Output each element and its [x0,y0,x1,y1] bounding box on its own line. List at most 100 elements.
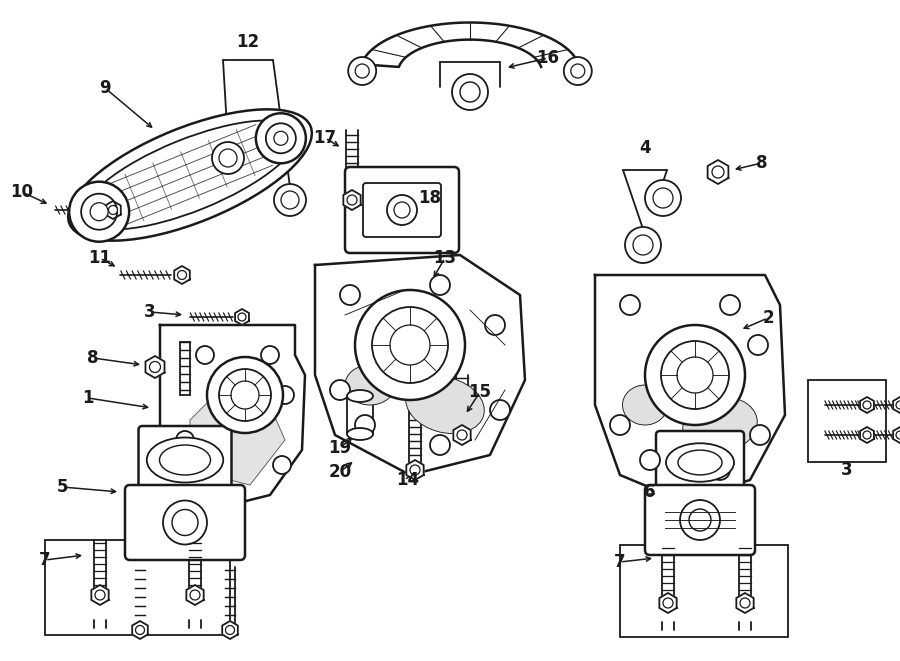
FancyBboxPatch shape [139,426,231,494]
Circle shape [625,227,661,263]
Polygon shape [186,585,203,605]
FancyBboxPatch shape [645,485,755,555]
Ellipse shape [347,428,373,440]
Circle shape [485,315,505,335]
Ellipse shape [678,450,722,475]
Text: 7: 7 [614,553,626,571]
Text: 3: 3 [144,303,156,321]
Circle shape [238,313,246,321]
Circle shape [219,149,237,167]
Polygon shape [595,275,785,500]
Text: 10: 10 [11,183,33,201]
Circle shape [457,430,467,440]
Circle shape [680,500,720,540]
Text: 2: 2 [762,309,774,327]
Circle shape [172,510,198,535]
Ellipse shape [147,438,223,483]
Ellipse shape [347,390,373,402]
Circle shape [274,184,306,216]
Circle shape [571,64,585,78]
Circle shape [90,203,108,221]
Circle shape [330,380,350,400]
Polygon shape [454,425,471,445]
Bar [808,380,886,462]
Circle shape [231,381,259,409]
Circle shape [212,142,244,174]
Polygon shape [893,397,900,413]
Polygon shape [860,427,874,443]
Text: 6: 6 [644,483,656,501]
Circle shape [390,325,430,365]
FancyBboxPatch shape [125,485,245,560]
Circle shape [661,341,729,409]
Ellipse shape [159,445,211,475]
Circle shape [176,431,194,449]
Circle shape [410,465,420,475]
Circle shape [710,460,730,480]
Circle shape [452,74,488,110]
Circle shape [190,590,200,600]
Ellipse shape [345,365,395,405]
Circle shape [149,362,160,373]
Circle shape [712,166,724,178]
Text: 12: 12 [237,33,259,51]
Polygon shape [91,585,109,605]
Circle shape [740,598,750,608]
Circle shape [896,401,900,409]
Circle shape [207,357,283,433]
Circle shape [261,346,279,364]
Circle shape [348,57,376,85]
Text: 19: 19 [328,439,352,457]
Circle shape [653,188,673,208]
Circle shape [226,625,235,635]
Ellipse shape [406,377,484,434]
Text: 8: 8 [87,349,99,367]
Circle shape [748,335,768,355]
Circle shape [610,415,630,435]
Circle shape [347,195,357,205]
FancyBboxPatch shape [345,167,459,253]
Text: 7: 7 [40,551,50,569]
Circle shape [274,132,288,145]
Ellipse shape [623,385,668,425]
Circle shape [633,235,653,255]
Circle shape [563,57,592,85]
Circle shape [69,182,129,242]
Circle shape [355,415,375,435]
Bar [45,540,230,635]
Circle shape [460,82,480,102]
Ellipse shape [666,444,734,482]
Circle shape [689,509,711,531]
Circle shape [387,195,417,225]
Text: 20: 20 [328,463,352,481]
Circle shape [430,435,450,455]
Text: 4: 4 [639,139,651,157]
Text: 3: 3 [842,461,853,479]
FancyBboxPatch shape [363,183,441,237]
Circle shape [109,206,118,215]
Circle shape [490,400,510,420]
Circle shape [372,307,448,383]
Bar [620,545,788,637]
Circle shape [276,386,294,404]
Circle shape [430,275,450,295]
Circle shape [281,191,299,209]
Polygon shape [105,201,121,219]
Text: 17: 17 [313,129,337,147]
Text: 5: 5 [56,478,68,496]
Text: 13: 13 [434,249,456,267]
Circle shape [136,625,145,635]
Circle shape [219,369,271,421]
Text: 9: 9 [99,79,111,97]
Polygon shape [175,266,190,284]
Polygon shape [893,427,900,443]
Circle shape [720,295,740,315]
Polygon shape [660,593,677,613]
Polygon shape [315,255,525,475]
Polygon shape [736,593,753,613]
Circle shape [645,180,681,216]
Text: 1: 1 [82,389,94,407]
Circle shape [266,124,296,153]
Circle shape [256,113,306,163]
Polygon shape [146,356,165,378]
